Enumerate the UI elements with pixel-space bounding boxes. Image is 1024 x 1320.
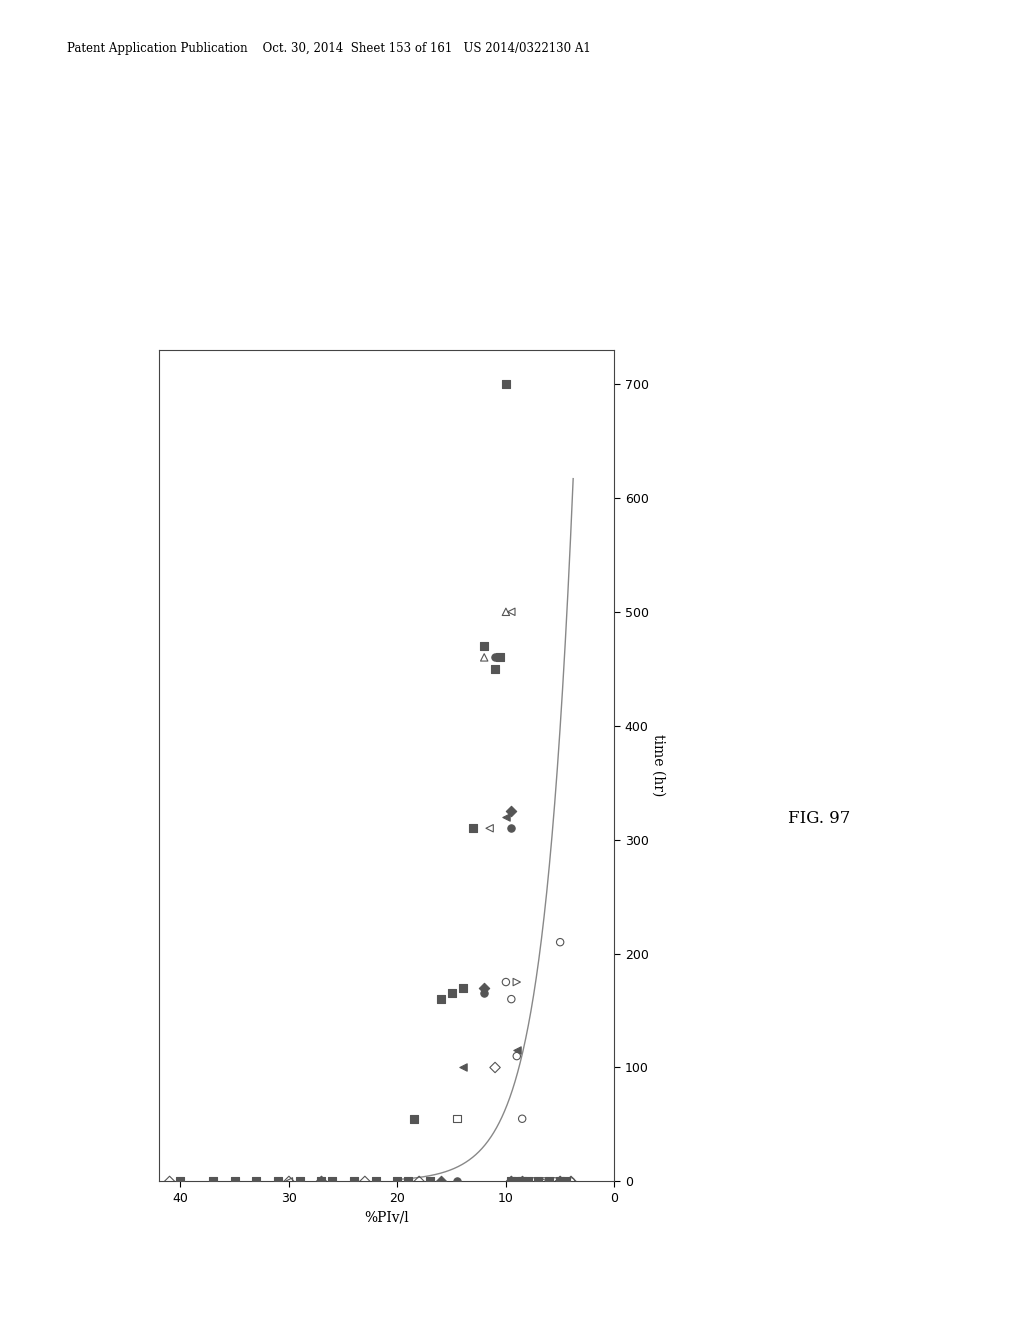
- Point: [498, 601, 514, 622]
- Point: [503, 1171, 519, 1192]
- Point: [432, 989, 449, 1010]
- Point: [486, 659, 503, 680]
- Point: [525, 1171, 542, 1192]
- Point: [498, 374, 514, 395]
- Point: [552, 1171, 568, 1192]
- Point: [205, 1171, 221, 1192]
- Point: [503, 601, 519, 622]
- Point: [552, 1171, 568, 1192]
- Point: [476, 983, 493, 1005]
- Point: [455, 1057, 471, 1078]
- Point: [325, 1171, 341, 1192]
- Point: [248, 1171, 264, 1192]
- Point: [514, 1171, 530, 1192]
- Point: [519, 1171, 536, 1192]
- Point: [476, 635, 493, 656]
- Point: [455, 977, 471, 998]
- Y-axis label: time (hr): time (hr): [651, 734, 666, 797]
- Point: [514, 1171, 530, 1192]
- Point: [389, 1171, 406, 1192]
- Text: FIG. 97: FIG. 97: [788, 810, 851, 826]
- Point: [313, 1171, 330, 1192]
- Point: [486, 1057, 503, 1078]
- Point: [509, 1171, 525, 1192]
- Point: [563, 1171, 580, 1192]
- Point: [172, 1171, 188, 1192]
- Point: [503, 801, 519, 822]
- Point: [422, 1171, 438, 1192]
- Point: [509, 972, 525, 993]
- Point: [557, 1171, 573, 1192]
- Point: [476, 977, 493, 998]
- Point: [503, 817, 519, 838]
- Point: [346, 1171, 362, 1192]
- Point: [226, 1171, 243, 1192]
- Point: [519, 1171, 536, 1192]
- Point: [530, 1171, 547, 1192]
- Point: [162, 1171, 178, 1192]
- Point: [368, 1171, 384, 1192]
- Point: [536, 1171, 552, 1192]
- Point: [552, 932, 568, 953]
- X-axis label: %PIv/l: %PIv/l: [365, 1210, 409, 1225]
- Point: [498, 972, 514, 993]
- Text: Patent Application Publication    Oct. 30, 2014  Sheet 153 of 161   US 2014/0322: Patent Application Publication Oct. 30, …: [67, 42, 590, 55]
- Point: [557, 1171, 573, 1192]
- Point: [443, 983, 460, 1005]
- Point: [509, 1040, 525, 1061]
- Point: [541, 1171, 557, 1192]
- Point: [481, 817, 498, 838]
- Point: [541, 1171, 557, 1192]
- Point: [432, 1171, 449, 1192]
- Point: [552, 1171, 568, 1192]
- Point: [313, 1171, 330, 1192]
- Point: [547, 1171, 563, 1192]
- Point: [281, 1171, 297, 1192]
- Point: [486, 647, 503, 668]
- Point: [411, 1171, 427, 1192]
- Point: [400, 1171, 417, 1192]
- Point: [368, 1171, 384, 1192]
- Point: [563, 1171, 580, 1192]
- Point: [406, 1109, 422, 1130]
- Point: [536, 1171, 552, 1192]
- Point: [509, 1045, 525, 1067]
- Point: [292, 1171, 308, 1192]
- Point: [465, 817, 481, 838]
- Point: [493, 647, 509, 668]
- Point: [476, 647, 493, 668]
- Point: [281, 1171, 297, 1192]
- Point: [313, 1171, 330, 1192]
- Point: [400, 1171, 417, 1192]
- Point: [325, 1171, 341, 1192]
- Point: [514, 1109, 530, 1130]
- Point: [270, 1171, 287, 1192]
- Point: [449, 1109, 465, 1130]
- Point: [356, 1171, 373, 1192]
- Point: [503, 1171, 519, 1192]
- Point: [346, 1171, 362, 1192]
- Point: [503, 989, 519, 1010]
- Point: [449, 1171, 465, 1192]
- Point: [498, 807, 514, 828]
